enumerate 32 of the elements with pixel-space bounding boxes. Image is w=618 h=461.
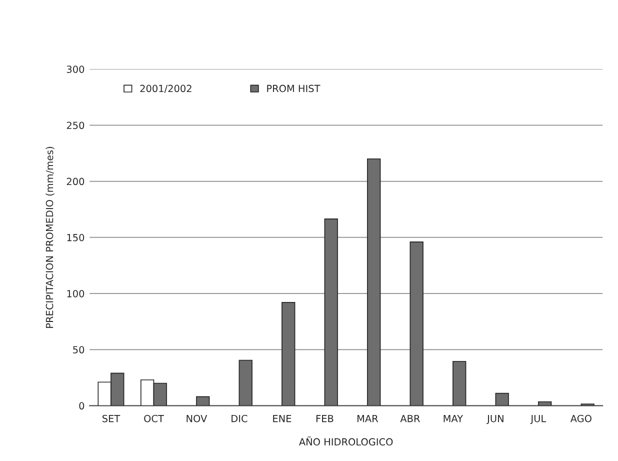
x-tick-label: ABR [400,415,420,422]
bar [452,360,466,406]
y-tick-label: 0 [79,402,84,410]
legend-label: 2001/2002 [140,84,192,93]
y-tick-label: 200 [66,178,84,186]
x-tick-label: DIC [232,414,248,422]
bar [538,401,552,406]
x-tick-label: FEB [316,415,334,422]
bar [410,241,424,406]
bar [367,158,381,406]
bar [495,392,509,406]
x-tick-label: JUL [530,415,546,424]
y-tick-label: 250 [66,122,84,130]
x-tick-label: MAY [444,415,464,422]
x-tick-label: SET [102,414,120,422]
y-tick-label: 300 [66,66,84,73]
y-axis-title: PRECIPITACION PROMEDIO (mm/mes) [46,146,54,328]
x-tick-label: AGO [570,414,592,422]
x-tick-label: ENE [273,415,292,422]
y-tick-label: 100 [67,290,84,298]
x-tick-label: JUN [486,415,504,424]
legend-label: PROM HIST [267,84,320,92]
bar [324,218,338,406]
y-tick-label: 150 [67,234,84,242]
x-tick-label: MAR [358,415,378,422]
x-axis-title: AÑO HIDROLOGICO [299,436,393,446]
y-tick-label: 50 [73,346,84,354]
bar [282,302,296,406]
bar [196,396,210,406]
x-tick-label: OCT [144,414,164,422]
bar [238,360,252,406]
x-tick-label: NOV [186,414,208,422]
